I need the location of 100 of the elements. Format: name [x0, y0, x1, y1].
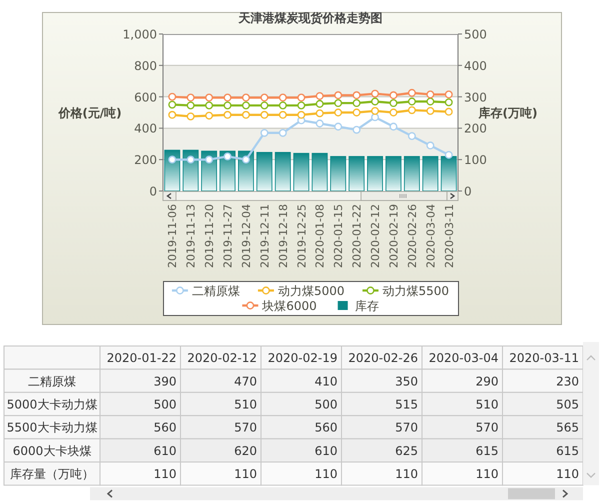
y2-tick-label: 200 [464, 122, 487, 136]
y-tick-label: 6000大卡块煤 [12, 444, 92, 458]
point [334, 91, 342, 100]
x-tick-label: 2019-12-25 [295, 204, 308, 268]
point [334, 122, 342, 131]
y-tick-label: 5500大卡动力煤 [6, 420, 98, 435]
y2-tick-label: 100 [464, 153, 487, 168]
data-label: 500 [314, 398, 338, 412]
y-tick-label: 库存量（万吨） [10, 467, 94, 482]
point [242, 94, 250, 102]
x-tick-label: 2020-03-11 [442, 204, 456, 268]
x-tick-label: 2020-02-12 [187, 351, 257, 366]
y2-tick-label: 400 [464, 58, 487, 73]
point [205, 101, 214, 110]
y2-tick-label: 0 [464, 184, 472, 198]
x-tick-label: 2020-02-19 [387, 204, 400, 268]
point [316, 109, 324, 118]
legend-label: 二精原煤 [192, 284, 240, 298]
point [426, 98, 434, 106]
data-label: 615 [476, 444, 498, 458]
data-label: 560 [154, 420, 176, 435]
legend-label: 动力煤5000 [278, 284, 344, 298]
legend-label: 动力煤5500 [382, 284, 450, 298]
x-tick-label: 2019-12-18 [276, 204, 290, 268]
point [242, 156, 250, 164]
data-label: 110 [234, 467, 257, 482]
point [316, 92, 324, 100]
x-tick-label: 2019-12-04 [240, 204, 253, 268]
x-tick-label: 2020-01-15 [332, 204, 346, 268]
x-tick-label: 2019-11-13 [184, 204, 198, 268]
point [186, 156, 195, 164]
point [278, 128, 287, 137]
data-label: 570 [234, 420, 257, 435]
data-label: 390 [154, 374, 176, 388]
point [224, 110, 232, 119]
y-tick-label: 200 [134, 153, 157, 168]
point [408, 98, 416, 106]
point [242, 101, 250, 110]
point [297, 94, 306, 102]
data-label: 230 [556, 374, 579, 388]
point [224, 101, 232, 110]
y-tick-label: 二精原煤 [28, 374, 76, 388]
y-tick-label: 1,000 [122, 28, 157, 42]
point [371, 98, 379, 106]
chart-title: 天津港煤炭现货价格走势图 [238, 11, 382, 25]
y-tick-label: 800 [134, 58, 157, 73]
y-axis-title: 价格(元/吨) [57, 106, 122, 120]
data-label: 570 [395, 420, 418, 435]
data-label: 615 [556, 444, 579, 458]
y-tick-label: 0 [149, 184, 157, 198]
point [371, 106, 379, 115]
data-label: 625 [395, 444, 418, 458]
point [352, 108, 361, 116]
data-label: 565 [556, 420, 579, 435]
point [168, 92, 176, 101]
point [444, 108, 453, 116]
point [426, 142, 434, 150]
x-tick-label: 2020-03-11 [509, 351, 579, 366]
point [186, 112, 195, 120]
y-tick-label: 400 [134, 122, 157, 136]
point [278, 110, 287, 119]
legend-label: 块煤6000 [261, 299, 317, 313]
x-tick-label: 2019-12-11 [258, 204, 272, 268]
point [352, 126, 361, 134]
x-tick-label: 2020-03-04 [428, 351, 498, 366]
point [444, 98, 453, 106]
data-label: 110 [395, 467, 418, 482]
point [408, 106, 416, 114]
x-tick-label: 2020-02-19 [268, 351, 338, 366]
point [426, 106, 434, 115]
point [390, 108, 398, 116]
data-label: 110 [154, 467, 176, 482]
y2-tick-label: 500 [464, 28, 487, 42]
data-label: 505 [556, 398, 579, 412]
data-label: 610 [314, 444, 338, 458]
point [168, 156, 176, 164]
point [334, 108, 342, 116]
point [168, 100, 176, 109]
x-tick-label: 2019-11-27 [222, 204, 235, 268]
point [390, 91, 398, 100]
x-tick-label: 2020-01-22 [106, 351, 176, 366]
y2-axis-title: 库存(万吨) [478, 106, 538, 120]
point [352, 99, 361, 108]
data-label: 110 [314, 467, 338, 482]
point [334, 99, 342, 108]
x-tick-label: 2020-01-08 [314, 204, 327, 268]
point [444, 150, 453, 159]
point [316, 100, 324, 108]
x-tick-label: 2019-11-20 [203, 204, 216, 268]
point [426, 90, 434, 98]
point [242, 110, 250, 119]
data-label: 570 [476, 420, 498, 435]
data-label: 510 [476, 398, 498, 412]
point [408, 132, 416, 140]
data-label: 470 [234, 374, 257, 388]
y-tick-label: 600 [134, 90, 157, 104]
data-label: 350 [395, 374, 418, 388]
point [390, 99, 398, 108]
data-label: 500 [154, 398, 176, 412]
point [371, 90, 379, 98]
